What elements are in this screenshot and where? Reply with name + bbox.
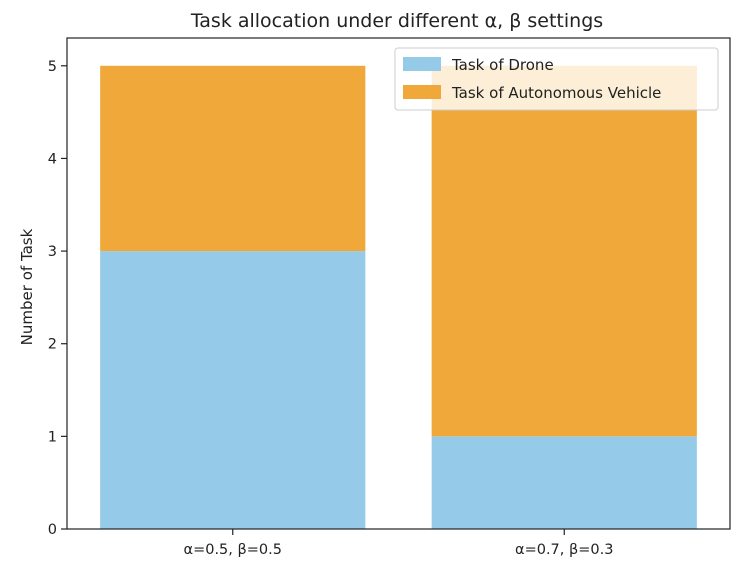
- bars-layer: [100, 65, 697, 529]
- y-axis-label: Number of Task: [18, 228, 36, 345]
- legend: Task of Drone Task of Autonomous Vehicle: [394, 47, 719, 111]
- axes-layer: 0 1 2 3 4 5 α=0.5, β=0.5 α=0.7, β=0.3: [48, 37, 731, 558]
- bar-autonomous-vehicle-1: [100, 65, 366, 252]
- bar-drone-1: [100, 251, 366, 529]
- legend-box: [394, 47, 719, 111]
- y-tick-label-1: 1: [48, 429, 57, 445]
- legend-label-autonomous-vehicle: Task of Autonomous Vehicle: [451, 84, 661, 102]
- bar-autonomous-vehicle-2: [431, 65, 697, 437]
- plot-frame: [66, 37, 731, 530]
- y-tick-label-3: 3: [48, 244, 57, 260]
- legend-label-drone: Task of Drone: [451, 56, 554, 74]
- x-tick-label-1: α=0.5, β=0.5: [184, 542, 282, 558]
- y-tick-label-2: 2: [48, 337, 57, 353]
- y-tick-label-0: 0: [48, 522, 57, 538]
- legend-swatch-drone: [403, 57, 441, 71]
- chart-title: Task allocation under different α, β set…: [190, 10, 603, 32]
- x-tick-label-2: α=0.7, β=0.3: [515, 542, 613, 558]
- bar-drone-2: [431, 436, 697, 529]
- y-tick-label-4: 4: [48, 151, 57, 167]
- legend-swatch-autonomous-vehicle: [403, 85, 441, 99]
- y-tick-label-5: 5: [48, 59, 57, 75]
